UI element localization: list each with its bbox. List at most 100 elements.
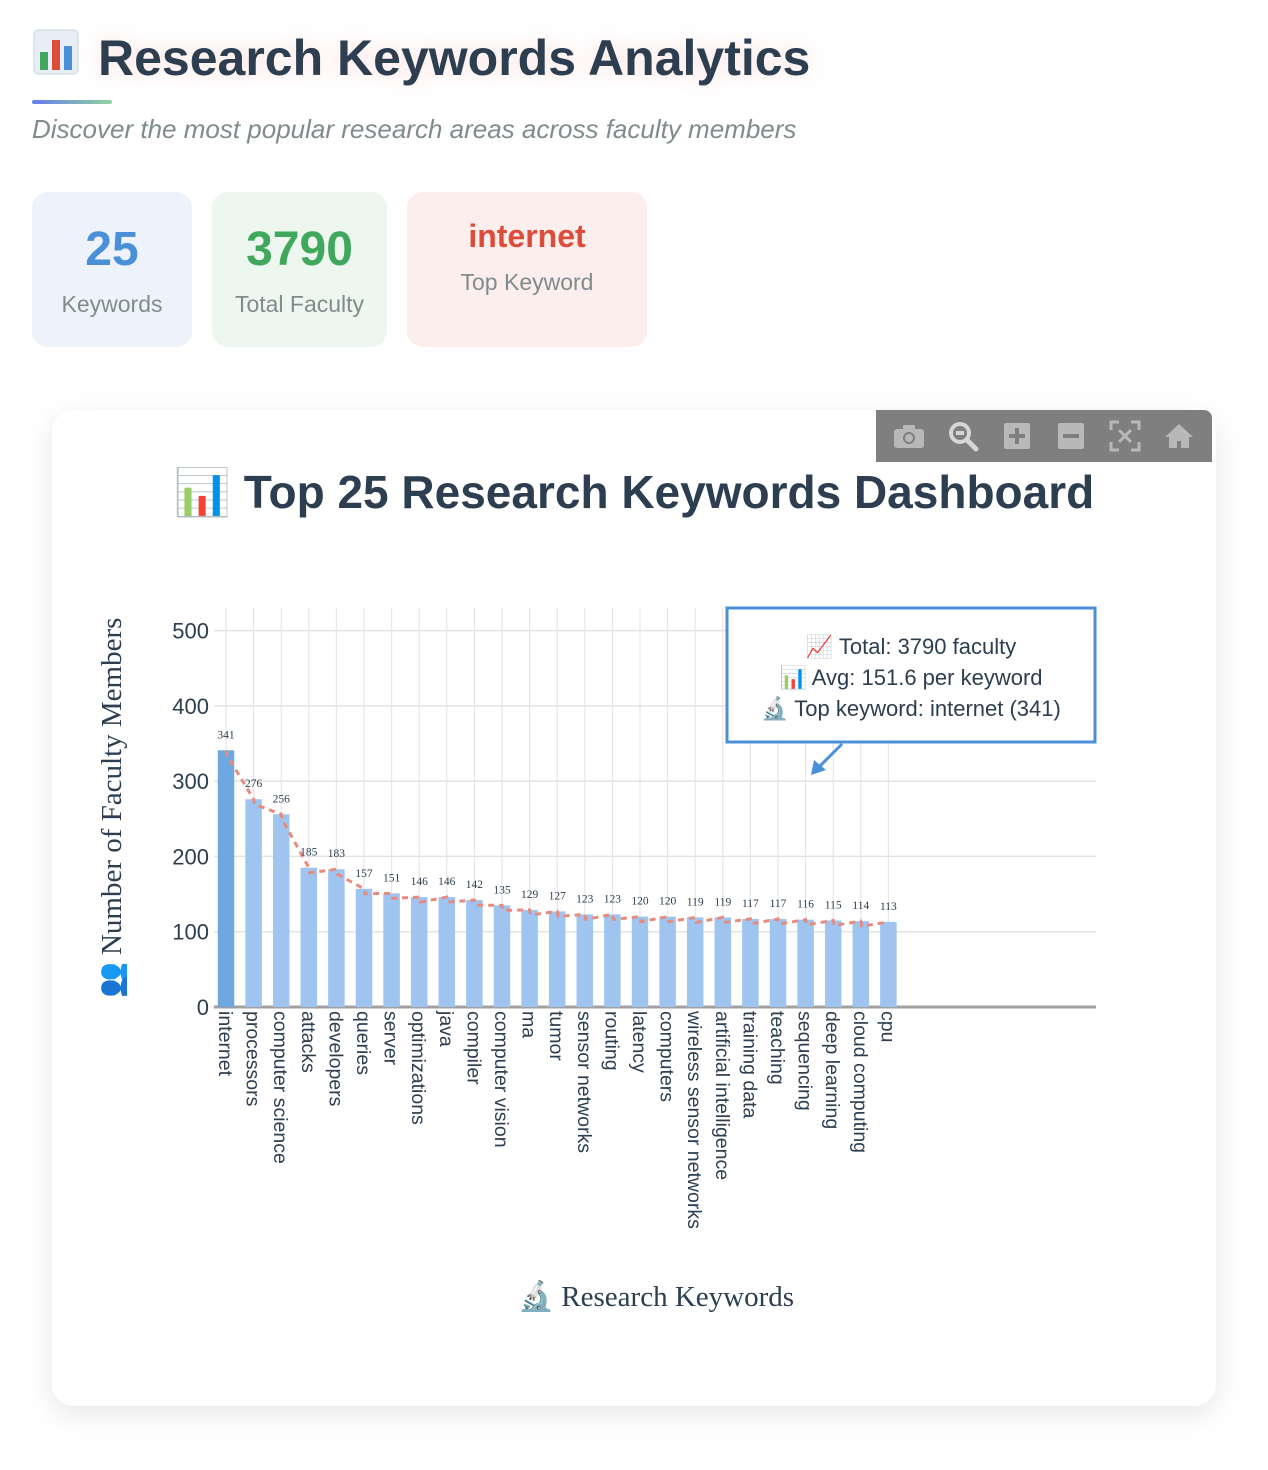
zoom-in-icon[interactable] bbox=[1000, 419, 1034, 453]
bar bbox=[493, 905, 511, 1007]
bar-value-label: 151 bbox=[383, 872, 401, 884]
bar bbox=[466, 900, 483, 1007]
bar-value-label: 123 bbox=[576, 893, 594, 905]
stat-value-total-faculty: 3790 bbox=[246, 223, 353, 276]
stat-label-top-keyword: Top Keyword bbox=[460, 269, 594, 295]
stat-label-total-faculty: Total Faculty bbox=[234, 291, 365, 317]
x-tick-label: internet bbox=[214, 1011, 236, 1077]
bar bbox=[604, 914, 621, 1007]
bar-value-label: 129 bbox=[521, 889, 539, 901]
y-tick-label: 200 bbox=[172, 844, 209, 869]
x-tick-label: developers bbox=[324, 1011, 346, 1107]
chart-title: 📊 Top 25 Research Keywords Dashboard bbox=[174, 466, 1094, 519]
stat-card-total-faculty: 3790 Total Faculty bbox=[212, 192, 387, 347]
y-tick-label: 400 bbox=[172, 694, 209, 719]
bar-value-label: 120 bbox=[659, 896, 677, 908]
bar bbox=[797, 919, 814, 1007]
stat-value-keywords: 25 bbox=[85, 223, 139, 276]
bar bbox=[410, 897, 428, 1007]
bar-value-label: 117 bbox=[742, 898, 759, 910]
bar bbox=[438, 897, 456, 1007]
chart-annotation: 📈 Total: 3790 faculty 📊 Avg: 151.6 per ke… bbox=[725, 606, 1097, 775]
x-tick-label: compiler bbox=[462, 1011, 484, 1085]
bar bbox=[383, 893, 400, 1007]
bar bbox=[245, 799, 262, 1007]
bar bbox=[355, 888, 373, 1007]
bar-value-label: 256 bbox=[273, 793, 291, 805]
annotation-line: 🔬 Top keyword: internet (341) bbox=[761, 695, 1061, 721]
bar bbox=[521, 909, 538, 1007]
chart-trend bbox=[224, 749, 889, 928]
bar-value-label: 113 bbox=[880, 901, 897, 913]
x-tick-label: cpu bbox=[876, 1011, 898, 1042]
page-title-text: Research Keywords Analytics bbox=[98, 30, 811, 86]
bar bbox=[742, 918, 759, 1007]
bar bbox=[824, 920, 842, 1007]
x-tick-label: processors bbox=[242, 1011, 264, 1107]
bar-value-label: 146 bbox=[438, 876, 456, 888]
stat-label-keywords: Keywords bbox=[61, 291, 163, 317]
bar-value-label: 117 bbox=[770, 898, 787, 910]
y-tick-label: 0 bbox=[197, 995, 209, 1020]
x-tick-label: java bbox=[435, 1010, 457, 1047]
chart-labels: 341 internet 276 processors 256 computer scie… bbox=[214, 729, 898, 1229]
bar bbox=[686, 917, 704, 1007]
page-header: Research Keywords Analytics Discover the… bbox=[32, 26, 1032, 145]
bar bbox=[631, 916, 649, 1007]
x-tick-label: queries bbox=[352, 1011, 374, 1075]
chart-modebar bbox=[876, 410, 1212, 462]
x-tick-label: artificial intelligence bbox=[711, 1011, 733, 1180]
bar-chart-emoji-icon bbox=[32, 28, 80, 88]
x-tick-label: cloud computing bbox=[849, 1011, 871, 1153]
x-tick-label: sequencing bbox=[794, 1011, 816, 1111]
y-tick-label: 500 bbox=[172, 619, 209, 644]
bar bbox=[714, 917, 732, 1007]
home-icon[interactable] bbox=[1162, 419, 1196, 453]
bar bbox=[852, 921, 870, 1007]
bar bbox=[300, 867, 318, 1007]
trend-line bbox=[224, 749, 889, 928]
bar bbox=[217, 750, 235, 1007]
y-axis-title: 👥 Number of Faculty Members bbox=[96, 618, 128, 999]
x-tick-label: computer vision bbox=[490, 1011, 512, 1148]
bar-value-label: 157 bbox=[355, 868, 373, 880]
x-tick-label: computers bbox=[656, 1011, 678, 1102]
x-axis-title: 🔬 Research Keywords bbox=[518, 1278, 794, 1313]
x-tick-label: tumor bbox=[545, 1011, 567, 1061]
y-tick-label: 300 bbox=[172, 769, 209, 794]
bar bbox=[576, 914, 594, 1007]
annotation-line: 📊 Avg: 151.6 per keyword bbox=[779, 665, 1042, 690]
bar-value-label: 127 bbox=[549, 890, 567, 902]
zoom-out-icon[interactable] bbox=[1054, 419, 1088, 453]
bar-value-label: 185 bbox=[300, 847, 318, 859]
annotation-arrow-line bbox=[816, 742, 844, 770]
bar-value-label: 114 bbox=[852, 900, 869, 912]
bar-value-label: 119 bbox=[714, 896, 731, 908]
annotation-box bbox=[725, 606, 1097, 744]
x-tick-label: optimizations bbox=[407, 1011, 429, 1125]
zoom-icon[interactable] bbox=[946, 419, 980, 453]
camera-icon[interactable] bbox=[892, 419, 926, 453]
page-subtitle: Discover the most popular research areas… bbox=[32, 114, 797, 144]
x-tick-label: attacks bbox=[297, 1011, 319, 1073]
bar-value-label: 183 bbox=[328, 848, 346, 860]
x-tick-label: routing bbox=[600, 1011, 622, 1071]
bar bbox=[272, 814, 290, 1007]
stats-row: 25 Keywords 3790 Total Faculty internet … bbox=[32, 192, 647, 347]
bar bbox=[548, 911, 566, 1007]
annotation-line: 📈 Total: 3790 faculty bbox=[806, 634, 1016, 659]
bar-value-label: 142 bbox=[466, 879, 484, 891]
bar-value-label: 146 bbox=[411, 876, 429, 888]
bar bbox=[880, 921, 897, 1007]
stat-value-top-keyword: internet bbox=[468, 218, 586, 254]
bar-value-label: 119 bbox=[687, 896, 704, 908]
x-tick-label: wireless sensor networks bbox=[683, 1010, 705, 1229]
bar-value-label: 115 bbox=[825, 899, 842, 911]
x-tick-label: ma bbox=[518, 1011, 540, 1038]
bar-value-label: 120 bbox=[631, 896, 649, 908]
bar bbox=[659, 916, 676, 1007]
bar-value-label: 116 bbox=[797, 899, 814, 911]
x-tick-label: training data bbox=[738, 1011, 760, 1118]
autoscale-icon[interactable] bbox=[1108, 419, 1142, 453]
